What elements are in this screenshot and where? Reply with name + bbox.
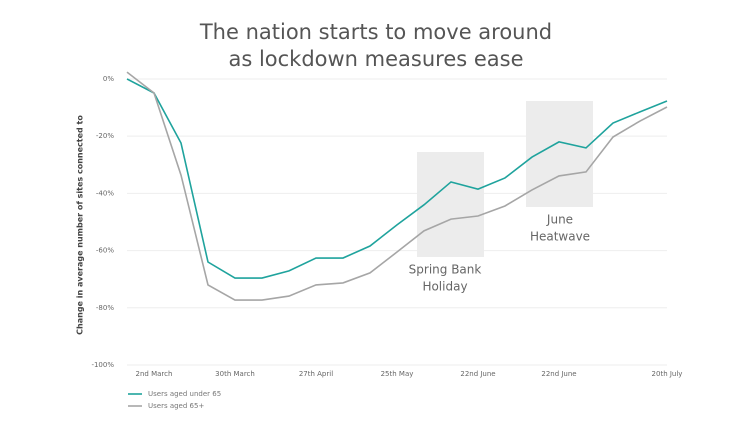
legend-label: Users aged 65+	[148, 402, 204, 410]
y-tick-label: 0%	[103, 75, 114, 83]
annotation: June	[546, 213, 573, 227]
y-tick-label: -40%	[96, 189, 114, 197]
chart-title: as lockdown measures ease	[228, 47, 523, 71]
x-tick-label: 2nd March	[136, 370, 173, 378]
legend-label: Users aged under 65	[148, 390, 221, 398]
chart-title: The nation starts to move around	[199, 20, 552, 44]
y-tick-label: -60%	[96, 247, 114, 255]
annotation: Heatwave	[530, 230, 590, 244]
x-tick-label: 27th April	[299, 370, 333, 378]
y-tick-label: -20%	[96, 132, 114, 140]
x-tick-label: 25th May	[381, 370, 414, 378]
y-tick-label: -100%	[91, 361, 114, 369]
annotation: Spring Bank	[409, 263, 482, 277]
x-tick-label: 22nd June	[460, 370, 495, 378]
series-line	[126, 71, 668, 301]
series-line	[126, 78, 668, 279]
x-tick-label: 22nd June	[541, 370, 576, 378]
x-tick-label: 30th March	[215, 370, 255, 378]
annotation: Holiday	[422, 280, 467, 294]
highlight-box	[417, 152, 484, 257]
y-axis-label: Change in average number of sites connec…	[76, 115, 85, 335]
y-tick-label: -80%	[96, 304, 114, 312]
x-tick-label: 20th July	[652, 370, 683, 378]
